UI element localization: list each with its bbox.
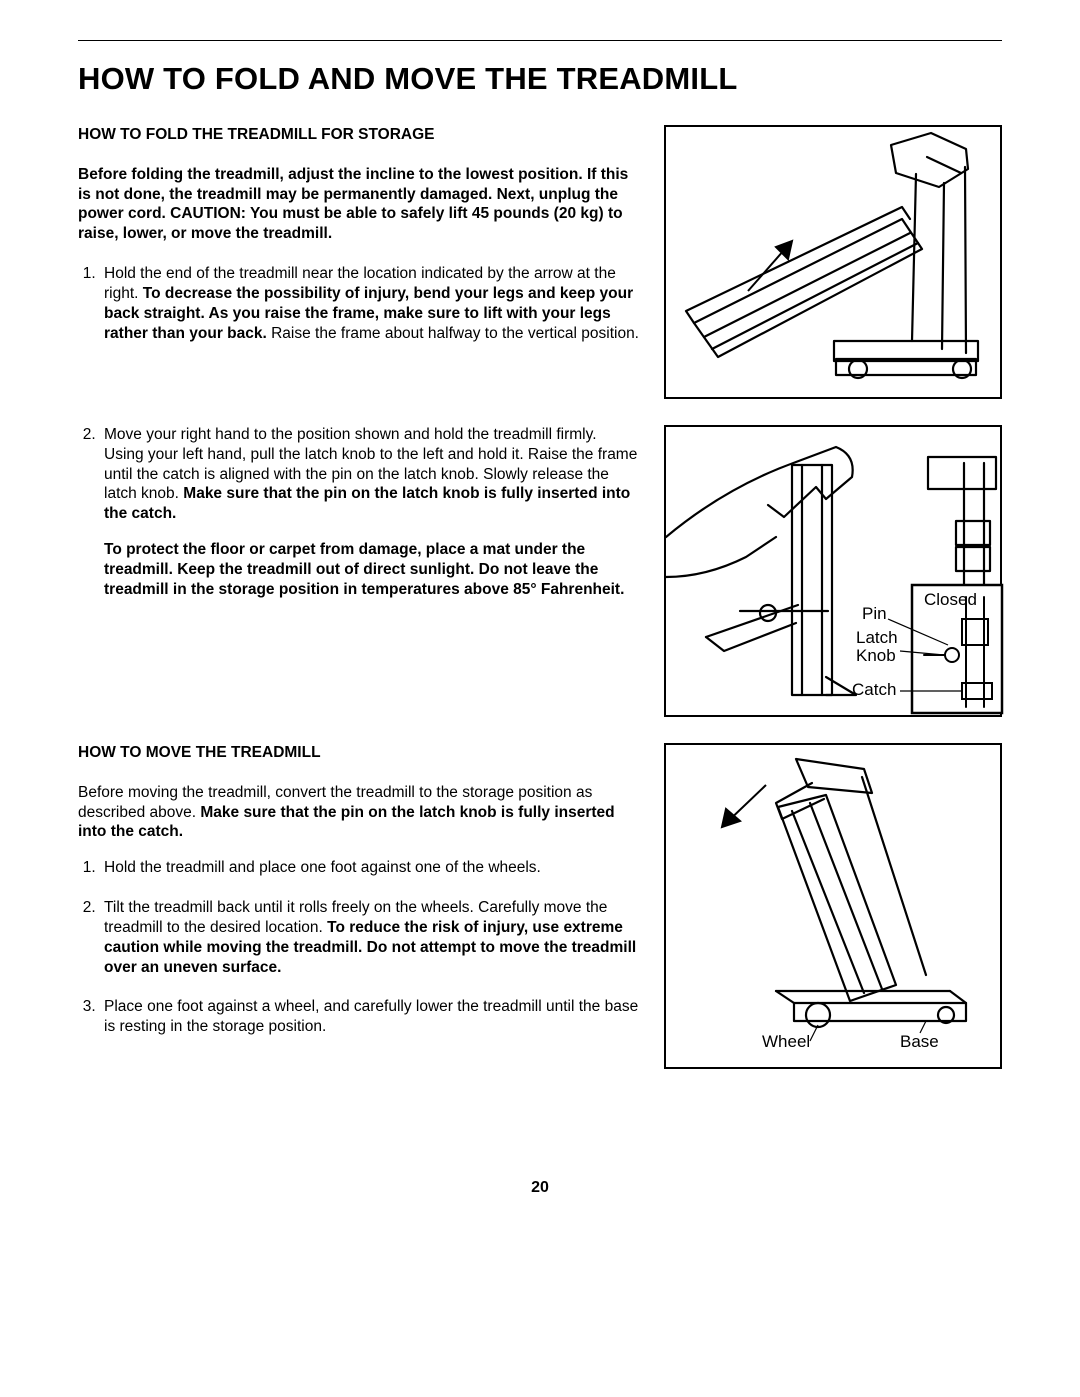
section1-heading: HOW TO FOLD THE TREADMILL FOR STORAGE xyxy=(78,125,640,145)
top-rule xyxy=(78,40,1002,41)
label-wheel: Wheel xyxy=(762,1032,810,1051)
section2-step3: Place one foot against a wheel, and care… xyxy=(100,997,640,1037)
s1s2-b: Make sure that the pin on the latch knob… xyxy=(104,485,630,522)
section2-heading: HOW TO MOVE THE TREADMILL xyxy=(78,743,640,763)
label-knob: Knob xyxy=(856,646,896,665)
s1s2-note: To protect the floor or carpet from dama… xyxy=(104,541,624,598)
section1-step1: Hold the end of the treadmill near the l… xyxy=(100,264,640,343)
figure-2-latch: Closed Pin Latch Knob Catch xyxy=(664,425,1002,717)
label-latch: Latch xyxy=(856,628,898,647)
section1-step2: Move your right hand to the position sho… xyxy=(100,425,640,600)
label-closed: Closed xyxy=(924,590,977,609)
page-title: HOW TO FOLD AND MOVE THE TREADMILL xyxy=(78,61,1002,97)
section1-intro: Before folding the treadmill, adjust the… xyxy=(78,165,640,244)
figure-1-fold xyxy=(664,125,1002,399)
page-number: 20 xyxy=(78,1179,1002,1197)
s1s1-c: Raise the frame about halfway to the ver… xyxy=(267,325,639,342)
label-catch: Catch xyxy=(852,680,896,699)
label-base: Base xyxy=(900,1032,939,1051)
label-pin: Pin xyxy=(862,604,887,623)
section2-intro: Before moving the treadmill, convert the… xyxy=(78,783,640,842)
figure-3-move: Wheel Base xyxy=(664,743,1002,1069)
section2-step1: Hold the treadmill and place one foot ag… xyxy=(100,858,640,878)
section2-step2: Tilt the treadmill back until it rolls f… xyxy=(100,898,640,977)
